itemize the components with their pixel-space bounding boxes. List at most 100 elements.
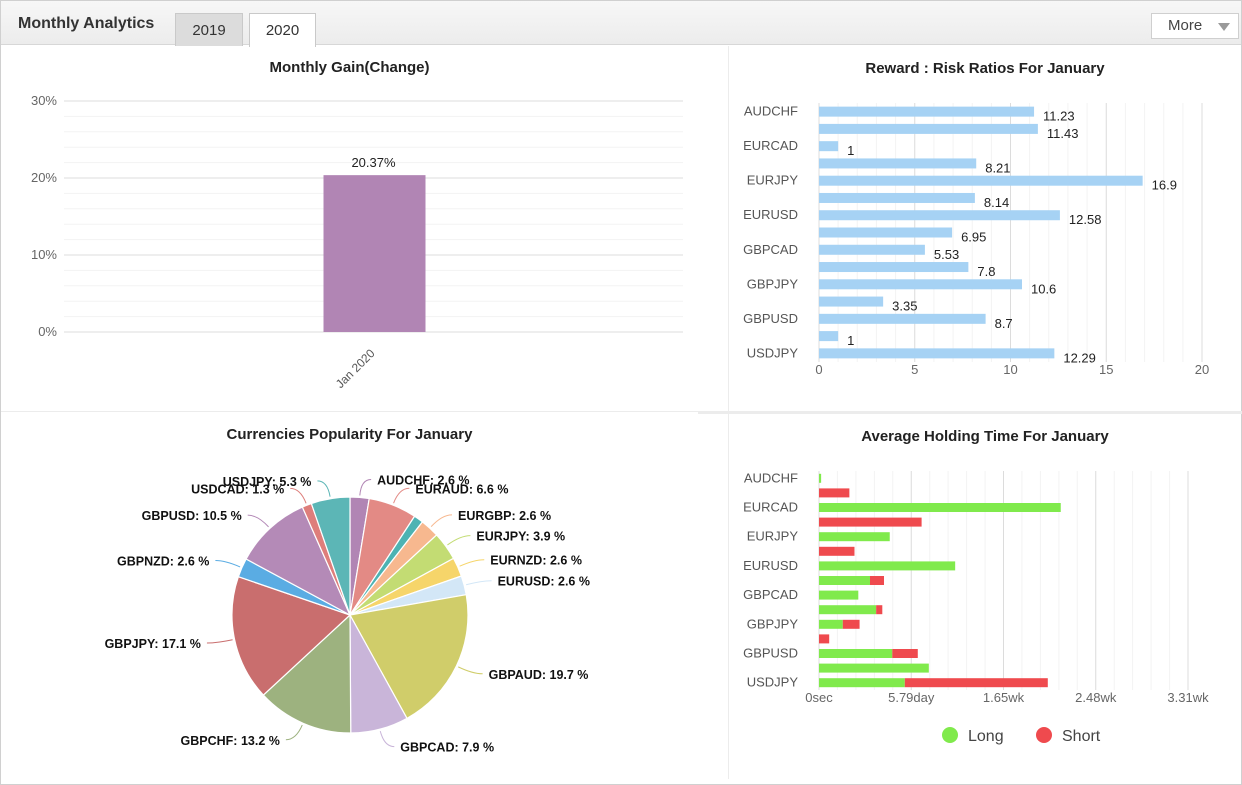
pie-connector (457, 666, 483, 675)
pie-label: GBPNZD: 2.6 % (117, 554, 209, 568)
y-tick-label: GBPCAD (743, 242, 798, 257)
pie-connector (359, 478, 372, 496)
rr-data-label: 8.7 (995, 316, 1013, 331)
rr-data-label: 1 (847, 143, 854, 158)
rr-data-label: 3.35 (892, 299, 917, 314)
pie-label: GBPAUD: 19.7 % (489, 668, 589, 682)
legend-label-long: Long (968, 728, 1004, 745)
long-bar (819, 649, 893, 658)
short-bar (842, 619, 860, 629)
y-tick-label: GBPJPY (747, 276, 799, 291)
currencies-popularity-title: Currencies Popularity For January (226, 426, 473, 443)
pie-label: AUDCHF: 2.6 % (377, 473, 469, 487)
reward-risk-title: Reward : Risk Ratios For January (865, 60, 1105, 77)
rr-data-label: 8.21 (985, 160, 1010, 175)
rr-bar (819, 313, 986, 324)
legend-label-short: Short (1062, 728, 1101, 745)
holding-time-panel: Average Holding Time For January 0sec 5.7… (729, 414, 1241, 779)
pie-slice (262, 613, 352, 734)
monthly-gain-chart: 0% 10% 20% 30% 20.37% Jan 2020 (31, 93, 683, 391)
short-bar (892, 649, 918, 658)
x-tick-label: 10 (1003, 362, 1017, 377)
y-tick-label: GBPJPY (747, 616, 799, 631)
rr-bar (819, 296, 884, 307)
pie-slice (349, 593, 469, 720)
y-tick-label: GBPUSD (743, 646, 798, 661)
y-tick-label: EURJPY (747, 529, 799, 544)
rr-bar (819, 227, 953, 238)
y-tick-label: 20% (31, 170, 57, 185)
x-tick-label: 15 (1099, 362, 1113, 377)
legend-dot-short (1036, 727, 1052, 743)
rr-data-label: 11.23 (1043, 109, 1075, 124)
rr-bar (819, 106, 1035, 117)
x-tick-label: Jan 2020 (333, 346, 378, 391)
x-tick-label: 0sec (805, 690, 833, 705)
rr-data-label: 5.53 (934, 247, 959, 262)
short-bar (819, 634, 830, 644)
pie-label: USDJPY: 5.3 % (223, 475, 312, 489)
pie-label: EURUSD: 2.6 % (498, 575, 590, 589)
pie-label: EURGBP: 2.6 % (458, 509, 551, 523)
y-tick-label: EURCAD (743, 138, 798, 153)
rr-data-label: 11.43 (1047, 126, 1079, 141)
rr-data-label: 10.6 (1031, 281, 1056, 296)
pie-label: EURNZD: 2.6 % (490, 554, 582, 568)
y-tick-label: EURUSD (743, 207, 798, 222)
y-tick-label: GBPCAD (743, 587, 798, 602)
widget-title: Monthly Analytics (18, 15, 155, 32)
long-bar (819, 532, 890, 542)
pie-connector (247, 514, 269, 528)
rr-bar (819, 141, 839, 152)
x-tick-label: 3.31wk (1167, 690, 1209, 705)
short-bar (876, 605, 883, 615)
pie-slice (245, 506, 352, 617)
short-bar (819, 546, 855, 556)
gain-bar (323, 175, 426, 332)
tab-2020[interactable]: 2020 (249, 13, 316, 47)
currencies-popularity-panel: Currencies Popularity For January AUDCHF… (1, 412, 698, 779)
legend-item-long[interactable]: Long (942, 727, 1004, 746)
pie-connector (393, 487, 410, 504)
long-bar (819, 590, 859, 600)
rr-bar (819, 279, 1022, 290)
x-tick-label: 1.65wk (983, 690, 1025, 705)
y-tick-label: USDJPY (747, 345, 799, 360)
x-tick-label: 2.48wk (1075, 690, 1117, 705)
x-tick-label: 20 (1195, 362, 1209, 377)
pie-connector (447, 535, 471, 546)
currencies-popularity-chart: AUDCHF: 2.6 %EURAUD: 6.6 % EURGBP: 2.6 % E… (105, 473, 590, 754)
panel-divider-left (1, 411, 698, 412)
rr-bar (819, 348, 1055, 359)
long-bar (819, 619, 843, 629)
legend-item-short[interactable]: Short (1036, 727, 1100, 746)
monthly-gain-title: Monthly Gain(Change) (269, 59, 430, 76)
pie-connector (317, 480, 331, 497)
monthly-gain-panel: Monthly Gain(Change) 0% 10% 20% 30% 20.37% Ja… (1, 46, 698, 411)
rr-bar (819, 331, 839, 342)
pie-label: GBPJPY: 17.1 % (105, 637, 201, 651)
pie-connector (379, 730, 395, 748)
pie-label: EURJPY: 3.9 % (476, 530, 565, 544)
pie-connector (430, 514, 453, 527)
rr-data-label: 7.8 (977, 264, 995, 279)
y-tick-label: EURJPY (747, 173, 799, 188)
long-bar (819, 605, 877, 615)
y-tick-label: 30% (31, 93, 57, 108)
more-dropdown[interactable]: More (1151, 13, 1239, 39)
y-tick-label: EURUSD (743, 558, 798, 573)
short-bar (819, 488, 850, 498)
rr-data-label: 8.14 (984, 195, 1009, 210)
rr-bar (819, 158, 977, 169)
y-tick-label: USDJPY (747, 675, 799, 690)
long-bar (819, 576, 870, 585)
rr-data-label: 12.29 (1063, 350, 1096, 365)
rr-data-label: 6.95 (961, 230, 986, 245)
rr-bar (819, 175, 1143, 186)
tab-2019[interactable]: 2019 (175, 13, 243, 46)
long-bar (819, 473, 822, 483)
holding-time-title: Average Holding Time For January (861, 428, 1109, 445)
rr-bar (819, 123, 1038, 134)
y-tick-label: EURCAD (743, 500, 798, 515)
